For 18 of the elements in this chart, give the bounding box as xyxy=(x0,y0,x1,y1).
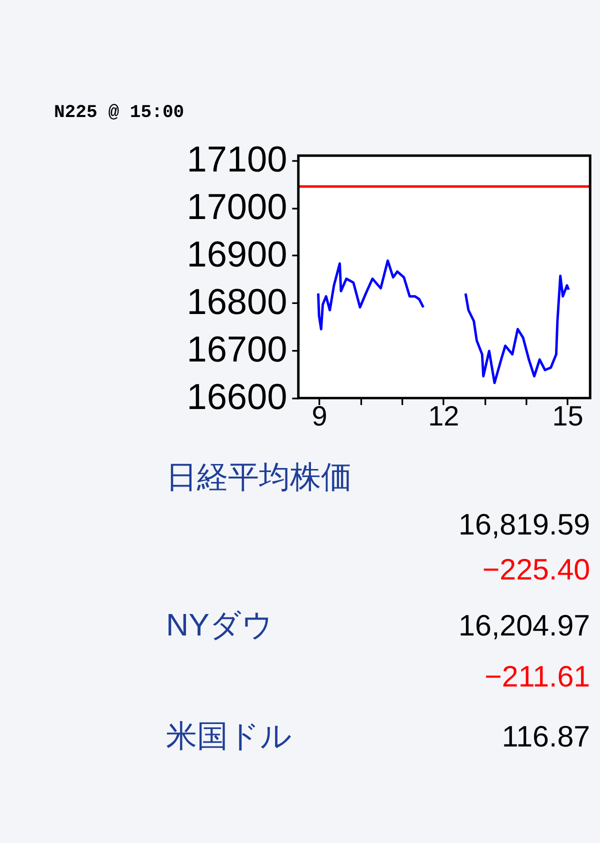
text: −225.40 xyxy=(482,554,590,587)
y-tick-label: 16800 xyxy=(186,281,288,322)
y-tick-label: 17000 xyxy=(186,186,288,227)
y-tick-label: 16700 xyxy=(186,328,288,370)
y-tick-label: 16600 xyxy=(186,376,288,418)
text: 16,819.59 xyxy=(458,508,590,542)
x-tick-label: 9 xyxy=(312,400,328,432)
y-tick-label: 16900 xyxy=(186,234,288,275)
text: −211.61 xyxy=(484,660,590,694)
text: 米国ドル xyxy=(166,718,292,754)
text: 日経平均株価 xyxy=(166,460,352,495)
text: N225 @ 15:00 xyxy=(54,102,184,123)
text: 116.87 xyxy=(502,720,590,754)
x-tick-label: 15 xyxy=(552,400,584,432)
text: 16,204.97 xyxy=(458,610,590,643)
text: NYダウ xyxy=(166,608,274,643)
x-tick-label: 12 xyxy=(428,400,460,432)
y-tick-label: 17100 xyxy=(186,138,288,180)
